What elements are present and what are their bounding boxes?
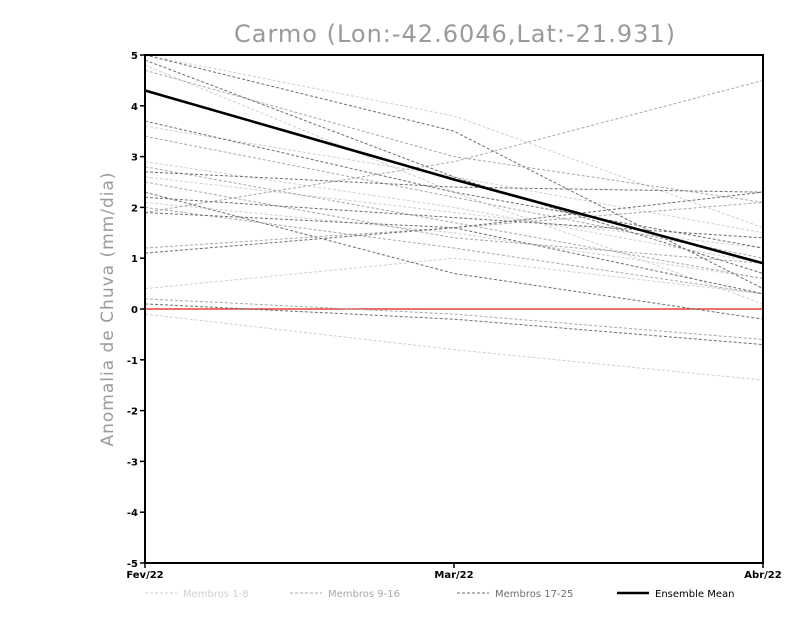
y-tick-label: -2 — [127, 407, 138, 418]
legend-label-group-3: Membros 17-25 — [495, 589, 573, 600]
series-line-member-24 — [144, 191, 764, 254]
series-line-member-16 — [144, 206, 764, 295]
series-line-member-2 — [144, 125, 764, 234]
series-line-member-15 — [144, 298, 764, 340]
series-line-member-23 — [144, 191, 764, 320]
y-tick-label: -3 — [127, 457, 138, 468]
series-line-member-13 — [144, 201, 764, 249]
y-axis-label: Anomalia de Chuva (mm/dia) — [98, 171, 118, 446]
ensemble-mean-line — [144, 89, 764, 265]
series-line-member-20 — [144, 171, 764, 193]
legend-label-group-1: Membros 1-8 — [183, 589, 249, 600]
series-line-member-25 — [144, 303, 764, 346]
x-tick-label: Mar/22 — [434, 570, 473, 581]
legend: Membros 1-8 Membros 9-16 Membros 17-25 Ense… — [145, 589, 734, 600]
series-line-member-6 — [144, 313, 764, 381]
x-tick-label: Fev/22 — [126, 570, 163, 581]
series-line-member-22 — [144, 211, 764, 295]
y-tick-label: 0 — [131, 305, 138, 316]
y-tick-label: 4 — [131, 102, 138, 113]
series-line-member-12 — [144, 181, 764, 264]
series-line-member-1 — [144, 64, 764, 305]
series-line-member-10 — [144, 135, 764, 259]
chart-title: Carmo (Lon:-42.6046,Lat:-21.931) — [234, 20, 676, 48]
series-layer — [144, 54, 764, 381]
x-tick-label: Abr/22 — [744, 570, 781, 581]
y-tick-label: -1 — [127, 356, 138, 367]
y-tick-label: 3 — [131, 153, 138, 164]
series-line-member-21 — [144, 196, 764, 239]
series-line-member-17 — [144, 54, 764, 290]
y-tick-label: 2 — [131, 203, 138, 214]
series-line-member-11 — [144, 166, 764, 280]
y-tick-label: 5 — [131, 51, 138, 62]
series-line-member-7 — [144, 54, 764, 229]
y-tick-label: -4 — [127, 508, 138, 519]
series-line-member-19 — [144, 120, 764, 249]
series-line-member-14 — [144, 79, 764, 213]
series-line-member-9 — [144, 69, 764, 203]
series-line-member-4 — [144, 201, 764, 280]
series-line-member-8 — [144, 161, 764, 264]
series-line-member-18 — [144, 59, 764, 274]
legend-label-group-2: Membros 9-16 — [328, 589, 400, 600]
series-line-member-5 — [144, 257, 764, 295]
y-tick-label: 1 — [131, 254, 138, 265]
legend-label-ensemble-mean: Ensemble Mean — [655, 589, 734, 600]
series-line-member-3 — [144, 176, 764, 249]
y-tick-label: -5 — [127, 559, 138, 570]
